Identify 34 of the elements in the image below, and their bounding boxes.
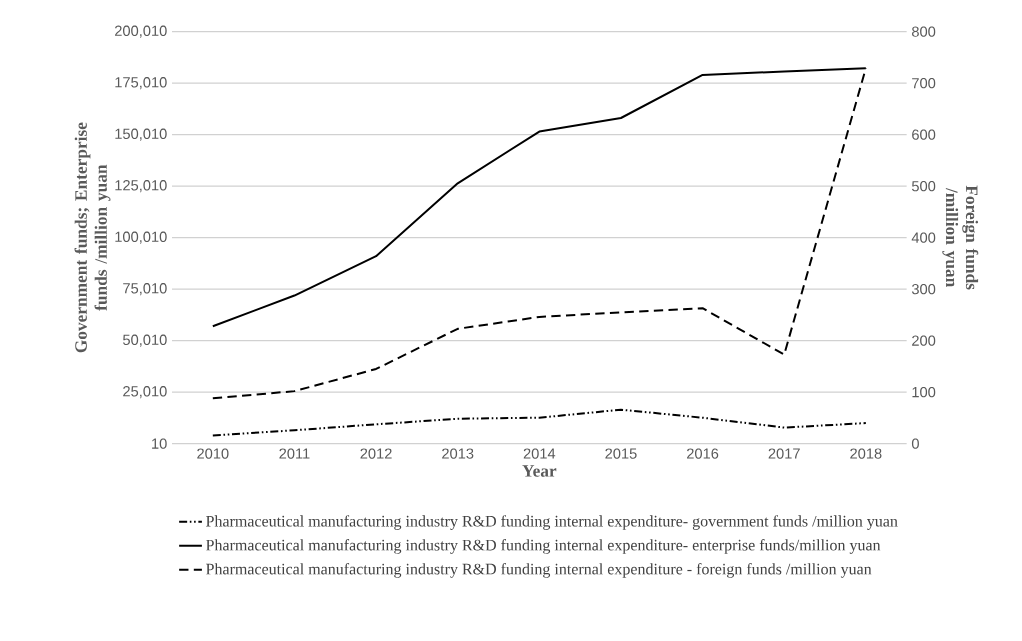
- x-tick-label: 2010: [197, 448, 229, 459]
- y2-axis-title: Foreign funds /million yuan: [942, 185, 979, 290]
- x-axis-title: Year: [522, 465, 557, 477]
- legend-label: Pharmaceutical manufacturing industry R&D funding internal expenditure - foreign funds /million yuan: [206, 563, 872, 578]
- x-tick-label: 2012: [360, 448, 392, 459]
- x-tick-label: 2011: [279, 448, 310, 459]
- legend-label: Pharmaceutical manufacturing industry R&D funding internal expenditure- enterprise funds/million yuan: [206, 539, 881, 554]
- y-tick-label: 100,010: [115, 231, 167, 244]
- y2-tick-label: 600: [912, 129, 936, 140]
- y-tick-label: 75,010: [123, 283, 167, 296]
- y-tick-label: 175,010: [115, 77, 167, 90]
- y-tick-label: 10: [152, 438, 167, 449]
- y-tick-label: 25,010: [123, 386, 167, 399]
- y-tick-label: 125,010: [115, 180, 167, 193]
- x-tick-label: 2014: [523, 448, 556, 459]
- line-series: [211, 408, 867, 437]
- y-axis-title: Government funds; Enterprise funds /million yuan: [74, 122, 111, 353]
- y2-tick-label: 100: [912, 386, 936, 398]
- y2-tick-label: 800: [912, 26, 936, 37]
- y2-tick-label: 500: [911, 180, 936, 192]
- x-tick-label: 2018: [850, 448, 882, 459]
- y2-tick-label: 200: [912, 335, 936, 346]
- y-tick-label: 200,010: [115, 25, 167, 38]
- y-tick-label: 50,010: [123, 334, 167, 347]
- y2-tick-label: 0: [911, 438, 919, 449]
- x-tick-label: 2016: [687, 448, 719, 459]
- y2-tick-label: 700: [912, 77, 936, 89]
- y2-tick-label: 400: [911, 232, 936, 243]
- legend-label: Pharmaceutical manufacturing industry R&D funding internal expenditure- government funds /million yuan: [206, 515, 898, 530]
- x-tick-label: 2017: [768, 448, 800, 459]
- x-tick-label: 2013: [442, 448, 474, 459]
- y2-tick-label: 300: [911, 283, 936, 295]
- y-tick-label: 150,010: [115, 128, 167, 141]
- x-tick-label: 2015: [605, 448, 637, 459]
